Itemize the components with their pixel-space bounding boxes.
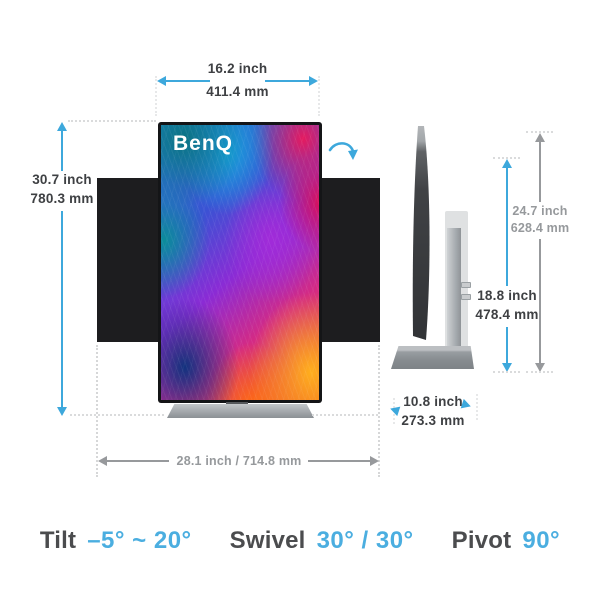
arrowhead	[460, 398, 473, 412]
arrowhead	[502, 363, 512, 372]
guide-line	[526, 131, 553, 133]
width-mm-label: 411.4 mm	[206, 84, 269, 99]
arrowhead	[309, 76, 318, 86]
guide-line	[493, 157, 520, 159]
total-height-mm-label: 628.4 mm	[510, 221, 570, 235]
guide-line	[68, 120, 156, 122]
cable-port	[461, 282, 471, 288]
dim-line	[506, 327, 508, 364]
guide-line	[312, 414, 378, 416]
side-stand-column	[447, 228, 461, 350]
arrowhead	[502, 159, 512, 168]
pivot-value: 90°	[522, 527, 561, 554]
benq-logo: BenQ	[173, 132, 234, 155]
arrowhead	[157, 76, 166, 86]
depth-mm-label: 273.3 mm	[401, 413, 465, 428]
depth-inch-label: 10.8 inch	[403, 394, 463, 409]
spec-tilt: Tilt –5° ~ 20°	[40, 527, 192, 555]
landscape-width-label: 28.1 inch / 714.8 mm	[176, 454, 302, 468]
portrait-monitor: BenQ	[158, 122, 322, 403]
dim-line	[61, 130, 63, 171]
arrowhead	[535, 363, 545, 372]
guide-line	[96, 345, 98, 477]
total-height-inch-label: 24.7 inch	[512, 204, 568, 218]
stand-base	[167, 404, 314, 418]
dim-line	[539, 141, 541, 202]
arrowhead	[57, 122, 67, 131]
dim-line	[308, 460, 370, 462]
dim-line	[506, 167, 508, 286]
guide-line	[155, 76, 157, 116]
spec-pivot: Pivot 90°	[452, 527, 560, 555]
guide-line	[393, 398, 395, 424]
dim-line	[539, 239, 541, 364]
arrowhead	[370, 456, 379, 466]
monitor-screen: BenQ	[161, 125, 319, 400]
guide-line	[526, 371, 553, 373]
arrowhead	[57, 407, 67, 416]
guide-line	[493, 371, 520, 373]
stand-height-mm-label: 478.4 mm	[475, 307, 539, 322]
guide-line	[476, 394, 478, 420]
height-mm-label: 780.3 mm	[30, 191, 94, 206]
arrowhead	[98, 456, 107, 466]
stand-height-inch-label: 18.8 inch	[477, 288, 537, 303]
pivot-rotation-icon	[328, 142, 358, 160]
dim-line	[265, 80, 309, 82]
width-inch-label: 16.2 inch	[207, 61, 268, 76]
guide-line	[318, 76, 320, 116]
dim-line	[166, 80, 210, 82]
pivot-label: Pivot	[451, 527, 512, 554]
arrowhead	[535, 133, 545, 142]
guide-line	[70, 414, 164, 416]
dim-line	[107, 460, 169, 462]
swivel-label: Swivel	[229, 527, 306, 554]
height-inch-label: 30.7 inch	[32, 172, 92, 187]
tilt-value: –5° ~ 20°	[87, 527, 192, 554]
dim-line	[61, 211, 63, 408]
spec-swivel: Swivel 30° / 30°	[230, 527, 414, 555]
cable-port	[461, 294, 471, 300]
tilt-label: Tilt	[39, 527, 77, 554]
side-view-panel	[412, 126, 430, 340]
ergonomics-row: Tilt –5° ~ 20° Swivel 30° / 30° Pivot 90…	[0, 527, 600, 555]
guide-line	[378, 345, 380, 477]
side-stand-base	[391, 346, 474, 369]
swivel-value: 30° / 30°	[316, 527, 414, 554]
screen-texture	[161, 125, 319, 400]
